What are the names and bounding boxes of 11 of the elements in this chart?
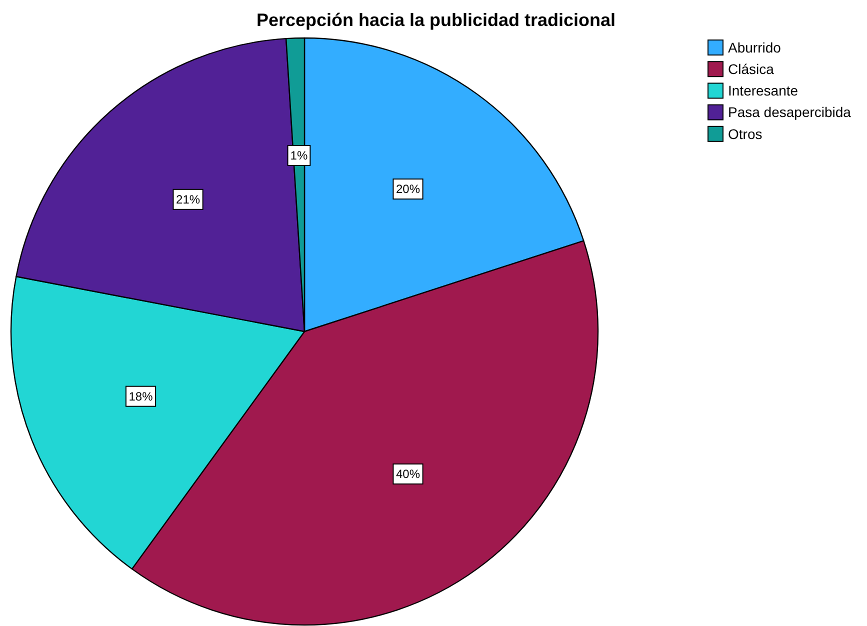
chart-title: Percepción hacia la publicidad tradicional	[256, 10, 616, 30]
data-label: 21%	[176, 192, 200, 207]
legend-label: Pasa desapercibida	[728, 104, 852, 120]
legend-label: Otros	[728, 126, 762, 142]
data-label: 40%	[396, 467, 420, 482]
legend-label: Aburrido	[728, 39, 782, 56]
legend-label: Interesante	[728, 82, 798, 99]
legend-label: Clásica	[728, 61, 774, 77]
data-label: 20%	[396, 182, 420, 196]
data-label: 18%	[128, 390, 154, 404]
data-label: 1%	[290, 148, 308, 163]
